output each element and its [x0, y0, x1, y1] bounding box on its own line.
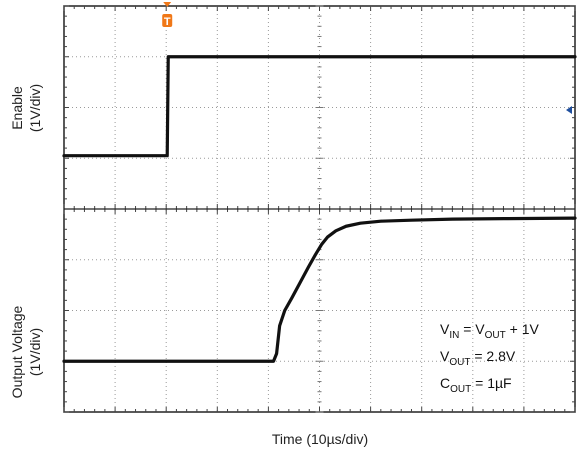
output-trace	[62, 216, 577, 363]
trigger-marker-label: T	[164, 16, 171, 28]
output-ylabel-line2: (1V/div)	[27, 328, 43, 376]
enable-ylabel-line2: (1V/div)	[27, 84, 43, 132]
trigger-marker-icon	[162, 14, 173, 27]
annotation-vin: VIN = VOUT + 1V	[440, 321, 539, 341]
enable-trace	[62, 55, 577, 158]
enable-ylabel-line1: Enable	[9, 86, 25, 130]
grid	[63, 5, 576, 413]
channel-level-marker-icon	[566, 106, 572, 115]
markers: T	[162, 2, 572, 115]
annotation-cout: COUT = 1µF	[440, 375, 512, 395]
traces	[62, 55, 577, 363]
x-axis-label: Time (10µs/div)	[272, 431, 368, 447]
output-ylabel-line1: Output Voltage	[9, 305, 25, 398]
annotation-vout: VOUT = 2.8V	[440, 348, 516, 368]
trigger-arrow-icon	[163, 2, 172, 7]
